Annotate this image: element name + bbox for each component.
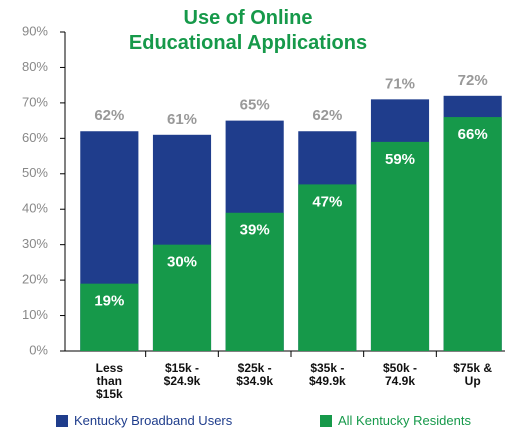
chart-title: Use of Online Educational Applications xyxy=(128,7,368,54)
legend-swatch xyxy=(56,415,68,427)
y-tick-label: 90% xyxy=(22,23,48,38)
y-tick-label: 30% xyxy=(22,236,48,251)
bar xyxy=(443,117,502,351)
y-tick-label: 0% xyxy=(29,342,48,357)
value-label: 19% xyxy=(94,293,124,310)
value-label: 62% xyxy=(94,107,124,124)
value-label: 71% xyxy=(385,75,415,92)
bar xyxy=(298,184,357,351)
value-label: 72% xyxy=(458,72,488,89)
y-tick-label: 60% xyxy=(22,130,48,145)
value-label: 62% xyxy=(312,107,342,124)
bar xyxy=(152,244,212,351)
x-tick-label: $75k & Up xyxy=(453,361,492,388)
y-tick-label: 20% xyxy=(22,272,48,287)
x-tick-label: $25k - $34.9k xyxy=(236,361,273,388)
x-tick-label: $50k - 74.9k xyxy=(382,361,418,388)
x-tick-label: Less than $15k xyxy=(95,361,123,401)
value-label: 61% xyxy=(167,111,197,128)
value-label: 39% xyxy=(240,222,270,239)
x-tick-label: $35k - $49.9k xyxy=(308,361,346,388)
legend-label: Kentucky Broadband Users xyxy=(74,413,233,428)
value-label: 59% xyxy=(385,151,415,168)
bar xyxy=(225,212,284,351)
bar xyxy=(370,141,430,351)
y-tick-label: 40% xyxy=(22,201,48,216)
value-label: 47% xyxy=(312,193,342,210)
y-tick-label: 80% xyxy=(22,59,48,74)
value-label: 65% xyxy=(240,97,270,114)
y-tick-label: 50% xyxy=(22,165,48,180)
y-tick-label: 10% xyxy=(22,307,48,322)
value-label: 30% xyxy=(167,254,197,271)
legend-label: All Kentucky Residents xyxy=(338,413,471,428)
value-label: 66% xyxy=(458,126,488,143)
bar xyxy=(80,283,139,351)
x-tick-label: $15k - $24.9k xyxy=(163,361,201,388)
legend-swatch xyxy=(320,415,332,427)
y-tick-label: 70% xyxy=(22,94,48,109)
